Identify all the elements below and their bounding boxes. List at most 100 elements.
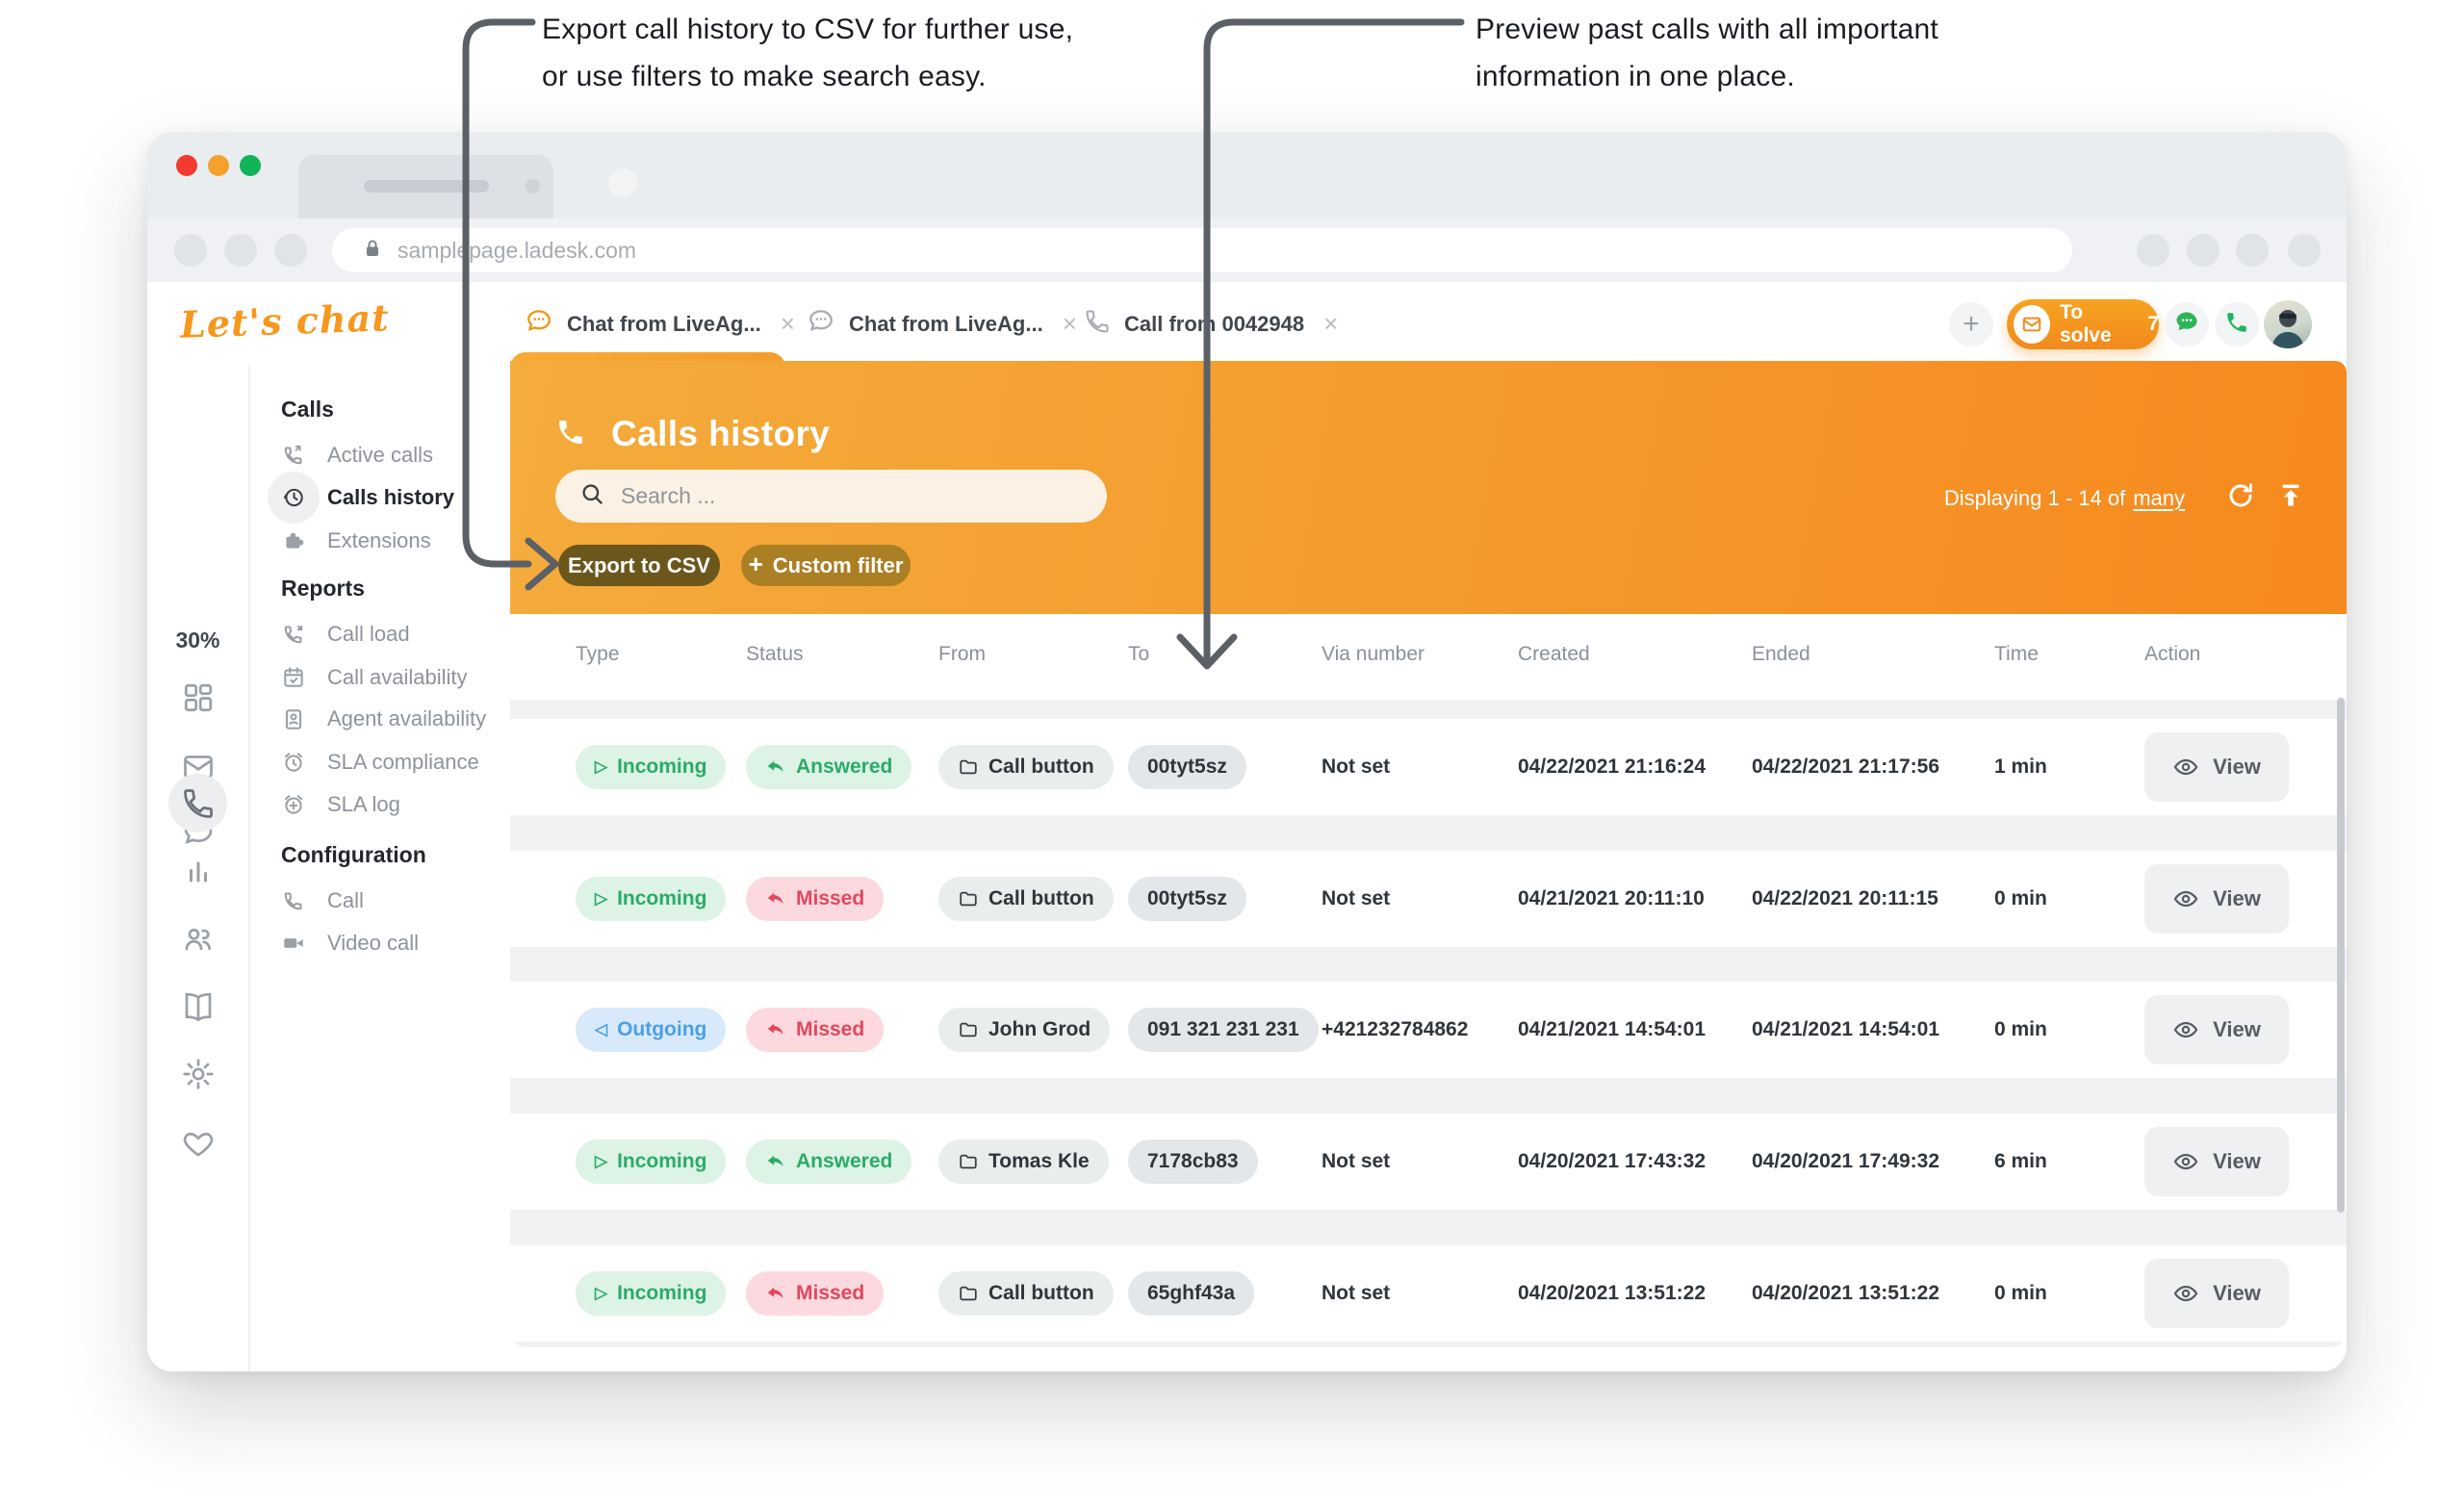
annotation-preview: Preview past calls with all important in… — [1476, 13, 1938, 92]
created-cell: 04/20/2021 13:51:22 — [1518, 1282, 1706, 1304]
view-button[interactable]: View — [2144, 864, 2289, 934]
phone-outgoing-icon — [281, 443, 306, 468]
new-tab-button[interactable] — [608, 168, 637, 197]
chat-bubble-icon — [807, 307, 835, 341]
close-tab-icon[interactable]: × — [1323, 309, 1339, 338]
menu-section-reports: Reports — [281, 576, 365, 601]
to-solve-count: 7 — [2147, 313, 2159, 335]
browser-tab-close-icon[interactable] — [526, 179, 540, 193]
chat-bubble-icon — [2173, 309, 2200, 341]
eye-icon — [2173, 1285, 2198, 1302]
forward-button[interactable] — [224, 234, 257, 267]
sidebar-item-call-config[interactable]: Call — [281, 888, 364, 913]
eye-icon — [2173, 890, 2198, 908]
envelope-icon — [2014, 305, 2050, 344]
tab-call[interactable]: Call from 0042948 × — [1084, 282, 1338, 366]
custom-filter-button[interactable]: + Custom filter — [741, 545, 911, 586]
ended-cell: 04/21/2021 14:54:01 — [1752, 1018, 1939, 1040]
address-bar[interactable]: samplepage.ladesk.com — [332, 228, 2072, 272]
view-button[interactable]: View — [2144, 1259, 2289, 1328]
type-pill: ▷ Incoming — [576, 1271, 727, 1316]
displaying-many-link[interactable]: many — [2133, 486, 2185, 510]
type-pill: ▷ Incoming — [576, 1140, 727, 1184]
call-direction-icon: ◁ — [595, 1020, 608, 1038]
close-tab-icon[interactable]: × — [780, 309, 795, 338]
menu-section-configuration: Configuration — [281, 842, 426, 867]
table-row: ▷ Incoming Answered Tomas Kle 7178cb83 No… — [510, 1114, 2347, 1210]
phone-load-icon — [281, 622, 306, 647]
created-cell: 04/21/2021 14:54:01 — [1518, 1018, 1706, 1040]
view-button[interactable]: View — [2144, 1127, 2289, 1196]
add-button[interactable]: + — [1949, 302, 1993, 346]
to-pill: 65ghf43a — [1128, 1271, 1255, 1316]
badge-icon — [281, 706, 306, 731]
chat-bubble-icon — [525, 307, 553, 341]
displaying-counter: Displaying 1 - 14 of many — [1943, 486, 2185, 510]
chat-quick-button[interactable] — [2165, 302, 2209, 346]
table-scrollbar[interactable] — [2337, 698, 2345, 1213]
back-button[interactable] — [174, 234, 207, 267]
traffic-light-minimize[interactable] — [208, 155, 229, 176]
sidebar-item-extensions[interactable]: Extensions — [281, 528, 431, 553]
sidebar-rail-reports[interactable] — [147, 855, 248, 889]
column-header: Status — [746, 643, 804, 665]
type-pill: ◁ Outgoing — [576, 1008, 727, 1052]
sidebar-menu: Calls Active calls Calls history Extensi… — [248, 366, 498, 1371]
phone-icon — [555, 417, 586, 452]
menu-section-calls: Calls — [281, 397, 334, 422]
phone-quick-button[interactable] — [2215, 302, 2259, 346]
sidebar-rail-dashboard[interactable] — [147, 680, 248, 715]
sidebar-rail-phone[interactable] — [147, 786, 248, 821]
sidebar-item-call-availability[interactable]: Call availability — [281, 665, 468, 690]
close-tab-icon[interactable]: × — [1062, 309, 1077, 338]
sidebar-rail-favorites[interactable] — [147, 1126, 248, 1161]
via-number-cell: Not set — [1322, 1282, 1391, 1304]
sidebar-rail-knowledge[interactable] — [147, 989, 248, 1024]
sidebar-item-call-load[interactable]: Call load — [281, 622, 410, 647]
extension-button-1[interactable] — [2137, 234, 2169, 267]
table-row: ▷ Incoming Missed Call button 65ghf43a No… — [510, 1245, 2347, 1342]
call-direction-icon: ▷ — [595, 1284, 608, 1302]
column-header: Via number — [1322, 643, 1425, 665]
sidebar-item-active-calls[interactable]: Active calls — [281, 443, 433, 468]
refresh-icon[interactable] — [2225, 480, 2256, 516]
view-button[interactable]: View — [2144, 995, 2289, 1064]
column-header: Time — [1994, 643, 2039, 665]
time-cell: 6 min — [1994, 1150, 2047, 1172]
phone-status-icon — [767, 892, 783, 905]
avatar[interactable] — [2264, 300, 2312, 348]
sidebar-item-sla-compliance[interactable]: SLA compliance — [281, 750, 479, 775]
sidebar-item-sla-log[interactable]: SLA log — [281, 792, 400, 817]
browser-tab[interactable] — [298, 155, 553, 218]
search-input[interactable] — [621, 483, 1025, 509]
extension-button-3[interactable] — [2236, 234, 2269, 267]
sidebar-rail: 30% — [147, 366, 248, 1371]
app-logo[interactable]: Let's chat — [179, 295, 391, 346]
export-to-csv-button[interactable]: Export to CSV — [558, 545, 720, 586]
traffic-light-zoom[interactable] — [240, 155, 261, 176]
scroll-to-top-icon[interactable] — [2275, 480, 2306, 516]
sidebar-item-video-call[interactable]: Video call — [281, 931, 419, 956]
sidebar-rail-settings[interactable] — [147, 1057, 248, 1091]
annotation-export: Export call history to CSV for further u… — [542, 13, 1074, 92]
sidebar-rail-customers[interactable] — [147, 922, 248, 957]
browser-menu-button[interactable] — [2288, 234, 2321, 267]
video-camera-icon — [281, 931, 306, 956]
via-number-cell: Not set — [1322, 887, 1391, 909]
view-button[interactable]: View — [2144, 732, 2289, 802]
sidebar-item-agent-availability[interactable]: Agent availability — [281, 706, 486, 731]
eye-icon — [2173, 1153, 2198, 1170]
column-header: Type — [576, 643, 620, 665]
ended-cell: 04/20/2021 17:49:32 — [1752, 1150, 1939, 1172]
traffic-light-close[interactable] — [176, 155, 197, 176]
to-solve-button[interactable]: To solve 7 — [2007, 299, 2159, 349]
reload-button[interactable] — [274, 234, 307, 267]
search-icon — [578, 480, 605, 512]
column-header: Ended — [1752, 643, 1810, 665]
tab-chat-2[interactable]: Chat from LiveAg... × — [807, 282, 1077, 366]
browser-tab-title-placeholder — [364, 180, 489, 192]
sidebar-item-calls-history[interactable]: Calls history — [281, 485, 454, 510]
search-bar[interactable] — [555, 470, 1107, 523]
extension-button-2[interactable] — [2187, 234, 2220, 267]
